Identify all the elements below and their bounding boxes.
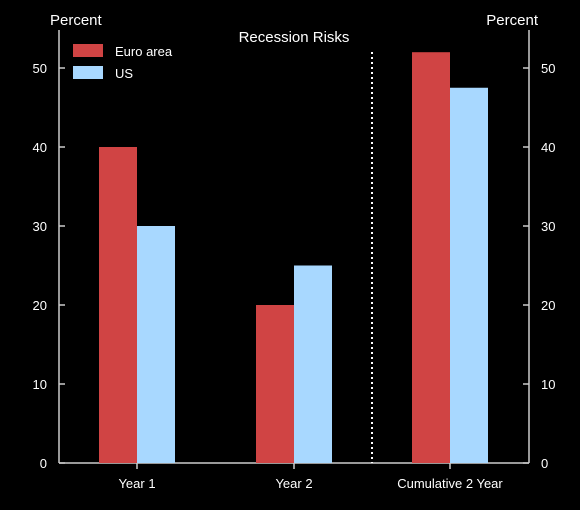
right-y-tick-label: 30 (541, 219, 555, 234)
legend-label: Euro area (115, 44, 173, 59)
legend-label: US (115, 66, 133, 81)
bar-us (137, 226, 175, 463)
x-category-label: Year 1 (118, 476, 155, 491)
left-y-tick-label: 50 (33, 61, 47, 76)
bar-euro-area (99, 147, 137, 463)
legend-swatch (73, 44, 103, 57)
right-y-tick-label: 20 (541, 298, 555, 313)
x-category-label: Year 2 (275, 476, 312, 491)
left-y-tick-label: 30 (33, 219, 47, 234)
legend: Euro area US (73, 44, 173, 81)
left-y-tick-label: 0 (40, 456, 47, 471)
left-y-tick-label: 10 (33, 377, 47, 392)
right-y-tick-label: 10 (541, 377, 555, 392)
bar-us (450, 87, 488, 463)
bars-group (99, 52, 488, 463)
bar-euro-area (412, 52, 450, 463)
chart-title: Recession Risks (239, 29, 350, 46)
bar-euro-area (256, 305, 294, 463)
right-y-tick-label: 50 (541, 61, 555, 76)
left-y-tick-label: 20 (33, 298, 47, 313)
labels-group: Percent Percent Recession Risks (50, 12, 539, 46)
right-y-tick-label: 40 (541, 140, 555, 155)
x-category-label: Cumulative 2 Year (397, 476, 503, 491)
right-y-axis-label: Percent (486, 12, 539, 29)
right-y-tick-label: 0 (541, 456, 548, 471)
bar-us (294, 265, 332, 463)
left-y-tick-label: 40 (33, 140, 47, 155)
legend-swatch (73, 66, 103, 79)
left-y-axis-label: Percent (50, 12, 103, 29)
